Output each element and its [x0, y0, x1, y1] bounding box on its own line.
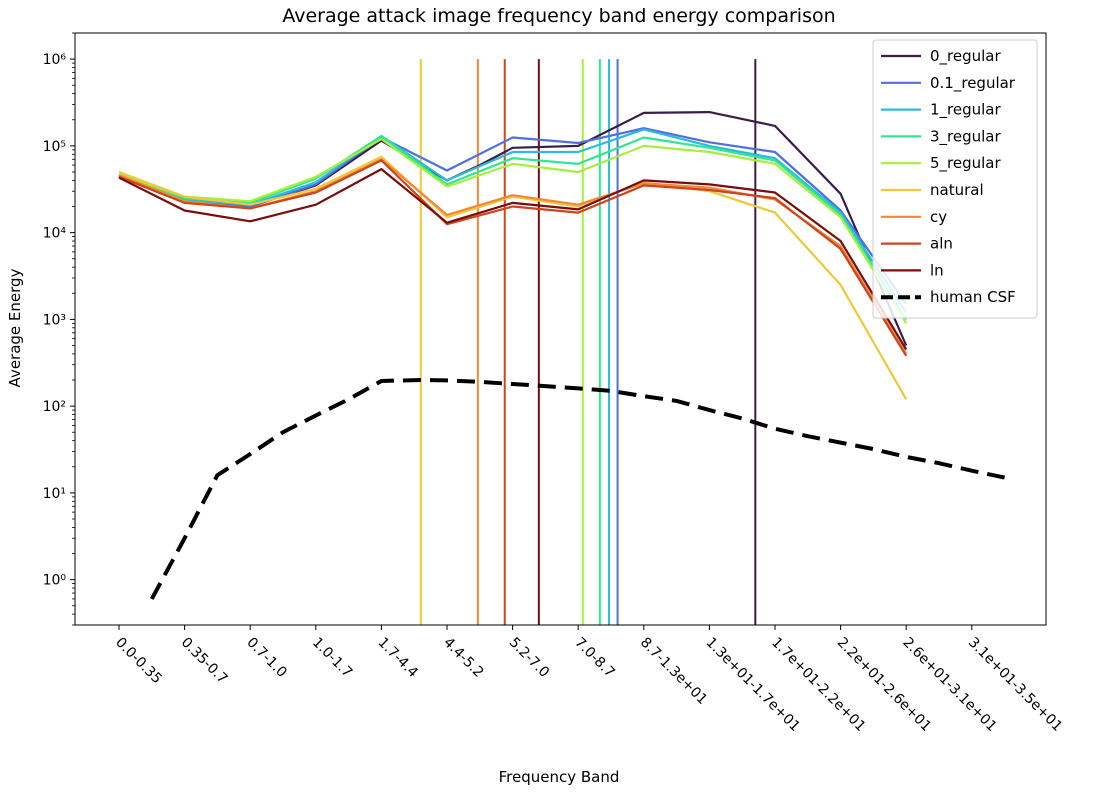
legend-entry: 3_regular — [930, 127, 1001, 146]
legend-entry: natural — [930, 181, 984, 199]
series-line-aln — [118, 159, 908, 357]
chart-title: Average attack image frequency band ener… — [282, 5, 835, 27]
legend-entry: 0_regular — [930, 47, 1001, 66]
x-tick-label: 8.7-1.3e+01 — [637, 635, 710, 708]
series-line-human-csf — [150, 377, 1006, 600]
x-tick-label: 1.0-1.7 — [309, 635, 355, 681]
legend-entry: 1_regular — [930, 101, 1001, 120]
plot-area — [118, 59, 1006, 625]
series-line-1_regular — [118, 128, 908, 314]
series-line-5_regular — [118, 137, 908, 324]
series-line-cy — [118, 158, 908, 355]
x-tick-label: 5.2-7.0 — [506, 635, 552, 681]
y-tick-label: 10⁵ — [43, 139, 66, 155]
y-tick-label: 10² — [43, 399, 66, 415]
plot-clip-group — [118, 59, 1006, 625]
x-axis-label: Frequency Band — [499, 768, 620, 786]
plot-frame — [74, 32, 1047, 626]
x-tick-label: 0.0-0.35 — [112, 635, 165, 688]
y-tick-label: 10⁴ — [43, 226, 67, 242]
y-tick-label: 10⁰ — [43, 573, 67, 589]
x-tick-label: 7.0-8.7 — [571, 635, 617, 681]
y-tick-label: 10⁶ — [43, 52, 67, 68]
legend-entry: human CSF — [930, 288, 1016, 306]
legend-entry: 0.1_regular — [930, 74, 1016, 93]
x-tick-label: 0.7-1.0 — [243, 635, 289, 681]
x-tick-label: 1.7-4.4 — [375, 635, 421, 681]
y-axis-label: Average Energy — [6, 268, 24, 387]
legend-entry: 5_regular — [930, 154, 1001, 173]
series-line-0.1_regular — [118, 127, 908, 305]
series-line-natural — [118, 155, 908, 400]
y-tick-label: 10³ — [43, 312, 66, 328]
series-line-3_regular — [118, 134, 908, 320]
y-tick-label: 10¹ — [43, 486, 66, 502]
legend-entry: aln — [930, 235, 953, 253]
legend-entry: ln — [930, 261, 944, 279]
series-line-ln — [118, 168, 908, 351]
series-line-0_regular — [118, 110, 908, 346]
x-tick-label: 0.35-0.7 — [178, 635, 231, 688]
legend-entry: cy — [930, 208, 947, 226]
x-tick-label: 4.4-5.2 — [440, 635, 486, 681]
legend: 0_regular 0.1_regular 1_regular 3_regular 5_… — [872, 39, 1038, 319]
